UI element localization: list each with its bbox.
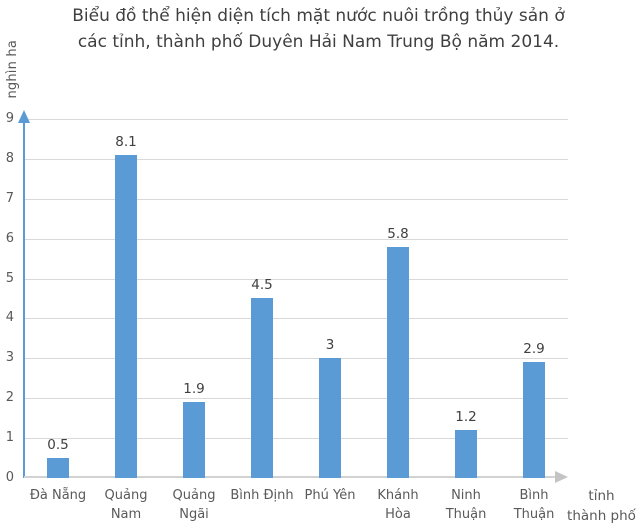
y-tick-label: 8 bbox=[5, 151, 14, 166]
bar-value-label: 5.8 bbox=[387, 226, 409, 242]
y-tick-label: 6 bbox=[5, 231, 14, 246]
x-tick-label: Ninh Thuận bbox=[445, 488, 487, 522]
x-axis-line bbox=[24, 476, 556, 478]
y-tick-label: 2 bbox=[5, 390, 14, 405]
gridline bbox=[24, 398, 568, 399]
bar-value-label: 4.5 bbox=[251, 277, 273, 293]
x-tick-label: Bình Định bbox=[230, 488, 294, 503]
gridline bbox=[24, 159, 568, 160]
bar bbox=[319, 358, 341, 478]
y-tick-label: 7 bbox=[5, 191, 14, 206]
bar-value-label: 1.9 bbox=[183, 381, 205, 397]
x-axis-arrow-icon bbox=[555, 471, 568, 483]
bar-value-label: 3 bbox=[325, 337, 335, 353]
gridline bbox=[24, 119, 568, 120]
x-tick-label: Quảng Nam bbox=[104, 488, 148, 522]
bar bbox=[47, 458, 69, 478]
gridline bbox=[24, 318, 568, 319]
bar-value-label: 8.1 bbox=[115, 134, 137, 150]
y-tick-label: 5 bbox=[5, 271, 14, 286]
chart-title: Biểu đồ thể hiện diện tích mặt nước nuôi… bbox=[0, 3, 637, 55]
gridline bbox=[24, 239, 568, 240]
y-tick-label: 9 bbox=[5, 111, 14, 126]
gridline bbox=[24, 358, 568, 359]
y-tick-label: 3 bbox=[5, 350, 14, 365]
gridline bbox=[24, 199, 568, 200]
bar bbox=[455, 430, 477, 478]
x-tick-label: Khánh Hòa bbox=[377, 488, 419, 522]
x-tick-label: Phú Yên bbox=[304, 488, 356, 503]
bar bbox=[387, 247, 409, 478]
bar-value-label: 1.2 bbox=[455, 409, 477, 425]
chart-title-line1: Biểu đồ thể hiện diện tích mặt nước nuôi… bbox=[72, 6, 565, 26]
x-axis-title-line1: tỉnh bbox=[588, 488, 615, 504]
bar bbox=[183, 402, 205, 478]
x-tick-label: Quảng Ngãi bbox=[172, 488, 216, 522]
gridline bbox=[24, 279, 568, 280]
y-tick-label: 4 bbox=[5, 310, 14, 325]
bar-value-label: 2.9 bbox=[523, 341, 545, 357]
y-tick-label: 1 bbox=[5, 430, 14, 445]
y-tick-label: 0 bbox=[5, 470, 14, 485]
y-axis-arrow-icon bbox=[18, 110, 30, 123]
bar bbox=[251, 298, 273, 478]
x-axis-title-line2: thành phố bbox=[567, 508, 636, 524]
bar-value-label: 0.5 bbox=[47, 437, 69, 453]
x-axis-title: tỉnh thành phố bbox=[566, 486, 637, 526]
bar bbox=[523, 362, 545, 478]
bar bbox=[115, 155, 137, 478]
x-tick-label: Đà Nẵng bbox=[29, 488, 87, 503]
gridline bbox=[24, 438, 568, 439]
chart-title-line2: các tỉnh, thành phố Duyên Hải Nam Trung … bbox=[77, 32, 560, 52]
y-axis-line bbox=[23, 121, 25, 478]
x-tick-label: Bình Thuận bbox=[513, 488, 555, 522]
